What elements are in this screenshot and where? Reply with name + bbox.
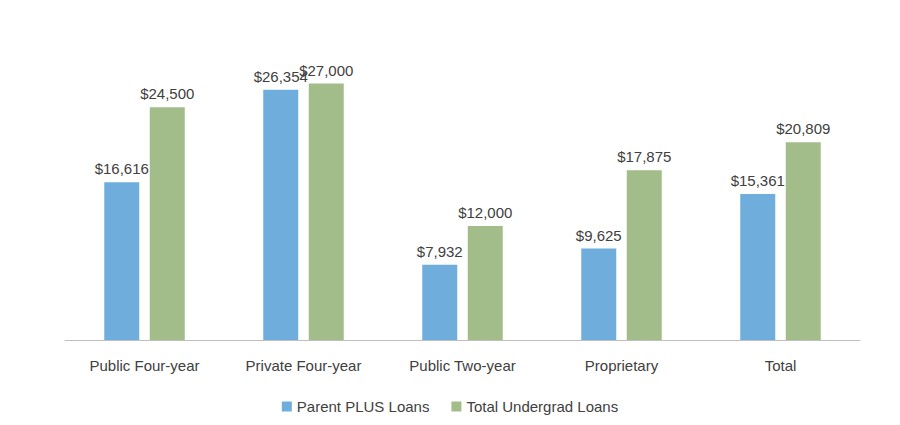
svg-text:Private Four-year: Private Four-year [246,357,362,374]
svg-text:$15,361: $15,361 [731,172,785,189]
svg-text:$26,354: $26,354 [253,67,308,85]
svg-text:$9,625: $9,625 [576,227,622,244]
svg-text:Parent PLUS Loans: Parent PLUS Loans [297,398,430,415]
svg-text:$24,500: $24,500 [140,85,194,102]
svg-text:$16,616: $16,616 [95,160,149,177]
svg-text:Public Two-year: Public Two-year [409,357,515,374]
svg-text:$20,809: $20,809 [776,120,830,137]
svg-text:Total Undergrad Loans: Total Undergrad Loans [466,398,618,415]
svg-text:$12,000: $12,000 [458,204,512,221]
svg-text:Public Four-year: Public Four-year [89,357,199,374]
svg-text:Total: Total [765,357,797,374]
svg-text:$17,875: $17,875 [617,148,671,165]
svg-text:Proprietary: Proprietary [585,357,659,374]
svg-text:$27,000: $27,000 [299,62,353,79]
svg-text:$7,932: $7,932 [417,243,463,260]
